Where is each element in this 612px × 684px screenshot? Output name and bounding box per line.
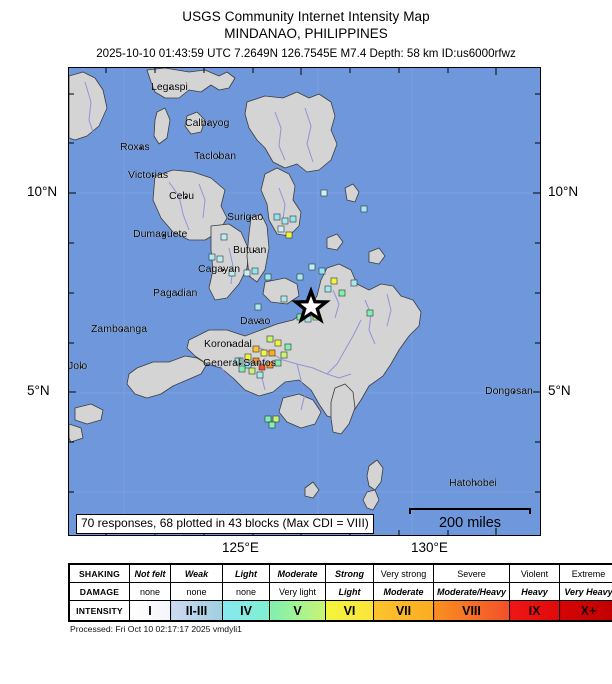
legend-cell-intensity: IX bbox=[509, 600, 560, 622]
legend-cell-damage: none bbox=[170, 582, 223, 601]
city-dot bbox=[121, 329, 123, 331]
scale-bar: 200 miles bbox=[409, 508, 531, 536]
legend-row-damage: DAMAGE none none none Very light Light Modera… bbox=[68, 582, 612, 601]
city-label: Butuan bbox=[233, 244, 267, 256]
city-label: Surigao bbox=[227, 211, 264, 223]
lon-label: 130°E bbox=[411, 540, 448, 555]
intensity-legend-table: SHAKING Not felt Weak Light Moderate Strong V… bbox=[68, 563, 612, 622]
city-dot bbox=[80, 366, 82, 368]
city-label: Dumaguete bbox=[133, 228, 188, 240]
legend-cell-damage: Heavy bbox=[509, 582, 560, 601]
map-graphics bbox=[69, 68, 540, 535]
city-label: General Santos bbox=[203, 357, 276, 369]
legend-cell-damage: Very light bbox=[269, 582, 326, 601]
city-dot bbox=[177, 293, 179, 295]
legend-rowhead-intensity: INTENSITY bbox=[68, 600, 130, 622]
city-dot bbox=[253, 250, 255, 252]
city-dot bbox=[218, 156, 220, 158]
legend-cell-damage: Very Heavy bbox=[559, 582, 612, 601]
legend-cell-shaking: Very strong bbox=[373, 563, 434, 583]
legend-cell-damage: none bbox=[129, 582, 171, 601]
city-dot bbox=[140, 147, 142, 149]
city-label: Cagayan bbox=[198, 263, 241, 275]
city-label: Victorias bbox=[128, 169, 169, 181]
lat-label-right: 5°N bbox=[548, 383, 571, 398]
city-dot bbox=[185, 196, 187, 198]
legend-cell-damage: Moderate bbox=[373, 582, 434, 601]
city-label: Pagadian bbox=[153, 287, 198, 299]
legend-cell-shaking: Weak bbox=[170, 563, 223, 583]
city-label: Hatohobei bbox=[449, 477, 497, 489]
legend-rowhead-damage: DAMAGE bbox=[68, 582, 130, 601]
response-summary-box: 70 responses, 68 plotted in 43 blocks (M… bbox=[76, 514, 374, 534]
city-dot bbox=[222, 269, 224, 271]
city-label: Zamboanga bbox=[91, 323, 148, 335]
legend-cell-intensity: VI bbox=[325, 600, 374, 622]
city-label: Legaspi bbox=[151, 81, 188, 93]
legend-cell-intensity: VIII bbox=[433, 600, 510, 622]
city-dot bbox=[239, 363, 241, 365]
map-header: USGS Community Internet Intensity Map MI… bbox=[0, 0, 612, 63]
region-title: MINDANAO, PHILIPPINES bbox=[224, 26, 388, 41]
city-dot bbox=[207, 123, 209, 125]
legend-cell-intensity: I bbox=[129, 600, 171, 622]
processed-timestamp: Processed: Fri Oct 10 02:17:17 2025 vmdy… bbox=[70, 624, 242, 634]
city-dot bbox=[163, 234, 165, 236]
city-dot bbox=[169, 87, 171, 89]
lat-label-left: 5°N bbox=[27, 383, 50, 398]
legend-rowhead-shaking: SHAKING bbox=[68, 563, 130, 583]
city-label: Cebu bbox=[169, 190, 195, 202]
legend-cell-shaking: Extreme bbox=[559, 563, 612, 583]
city-dot bbox=[152, 175, 154, 177]
city-dot bbox=[258, 321, 260, 323]
legend-row-shaking: SHAKING Not felt Weak Light Moderate Strong V… bbox=[68, 563, 612, 583]
city-dot bbox=[475, 483, 477, 485]
legend-cell-damage: none bbox=[222, 582, 270, 601]
legend-cell-shaking: Not felt bbox=[129, 563, 171, 583]
city-label: Roxas bbox=[120, 141, 150, 153]
legend-cell-intensity: II-III bbox=[170, 600, 223, 622]
lat-label-left: 10°N bbox=[27, 184, 58, 199]
lat-label-right: 10°N bbox=[548, 184, 579, 199]
city-dot bbox=[249, 217, 251, 219]
legend-cell-shaking: Moderate bbox=[269, 563, 326, 583]
legend-row-intensity: INTENSITY I II-III IV V VI VII VIII IX X+ bbox=[68, 600, 612, 622]
city-label: Tacloban bbox=[194, 150, 237, 162]
legend-cell-damage: Light bbox=[325, 582, 374, 601]
city-label: Jolo bbox=[68, 360, 88, 372]
legend-cell-shaking: Light bbox=[222, 563, 270, 583]
city-label: Koronadal bbox=[204, 338, 252, 350]
scale-bar-label: 200 miles bbox=[438, 515, 502, 531]
legend-cell-shaking: Violent bbox=[509, 563, 560, 583]
scale-bar-line bbox=[409, 508, 531, 514]
city-label: Dongosan bbox=[485, 385, 533, 397]
city-dot bbox=[230, 344, 232, 346]
intensity-map[interactable]: Legaspi Calbayog Roxas Tacloban Victorias Ceb… bbox=[68, 67, 541, 536]
legend-cell-intensity: X+ bbox=[559, 600, 612, 622]
legend-cell-shaking: Strong bbox=[325, 563, 374, 583]
legend-cell-damage: Moderate/Heavy bbox=[433, 582, 510, 601]
legend-cell-intensity: V bbox=[269, 600, 326, 622]
page-title: USGS Community Internet Intensity Map bbox=[182, 9, 430, 24]
legend-cell-intensity: IV bbox=[222, 600, 270, 622]
legend-cell-shaking: Severe bbox=[433, 563, 510, 583]
legend-cell-intensity: VII bbox=[373, 600, 434, 622]
city-label: Davao bbox=[240, 315, 271, 327]
city-label: Calbayog bbox=[185, 117, 230, 129]
event-info-line: 2025-10-10 01:43:59 UTC 7.2649N 126.7545… bbox=[96, 47, 516, 60]
city-dot bbox=[513, 391, 515, 393]
lon-label: 125°E bbox=[222, 540, 259, 555]
